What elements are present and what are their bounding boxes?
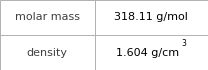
Text: density: density	[27, 48, 68, 57]
Text: 318.11 g/mol: 318.11 g/mol	[114, 13, 188, 22]
Text: 3: 3	[181, 39, 186, 48]
Text: molar mass: molar mass	[15, 13, 80, 22]
Text: 1.604 g/cm: 1.604 g/cm	[116, 48, 179, 57]
